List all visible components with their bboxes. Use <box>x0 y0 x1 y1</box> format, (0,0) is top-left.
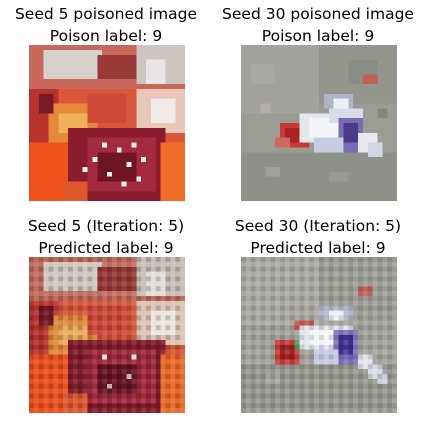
panel-seed-30-iteration-5: Seed 30 (Iteration: 5) Predicted label: … <box>212 212 424 425</box>
panel-title: Seed 30 (Iteration: 5) Predicted label: … <box>212 215 424 259</box>
panel-seed-30-poisoned: Seed 30 poisoned image Poison label: 9 <box>212 0 424 212</box>
panel-title: Seed 5 poisoned image Poison label: 9 <box>0 3 212 47</box>
panel-title: Seed 30 poisoned image Poison label: 9 <box>212 3 424 47</box>
panel-title-line-2: Predicted label: 9 <box>250 239 386 257</box>
panel-title-line-2: Poison label: 9 <box>49 27 163 45</box>
panel-title-line-1: Seed 5 poisoned image <box>14 5 198 23</box>
panel-title-line-2: Poison label: 9 <box>261 27 375 45</box>
poisoned-image-seed-30 <box>241 45 397 201</box>
poisoned-image-seed-5 <box>29 45 185 201</box>
panel-seed-5-poisoned: Seed 5 poisoned image Poison label: 9 <box>0 0 212 212</box>
reconstructed-image-seed-30 <box>241 257 397 413</box>
panel-title: Seed 5 (Iteration: 5) Predicted label: 9 <box>0 215 212 259</box>
panel-title-line-1: Seed 5 (Iteration: 5) <box>27 217 185 235</box>
panel-title-line-2: Predicted label: 9 <box>38 239 174 257</box>
panel-title-line-1: Seed 30 poisoned image <box>222 5 414 23</box>
panel-title-line-1: Seed 30 (Iteration: 5) <box>234 217 402 235</box>
reconstructed-image-seed-5 <box>29 257 185 413</box>
panel-seed-5-iteration-5: Seed 5 (Iteration: 5) Predicted label: 9 <box>0 212 212 425</box>
